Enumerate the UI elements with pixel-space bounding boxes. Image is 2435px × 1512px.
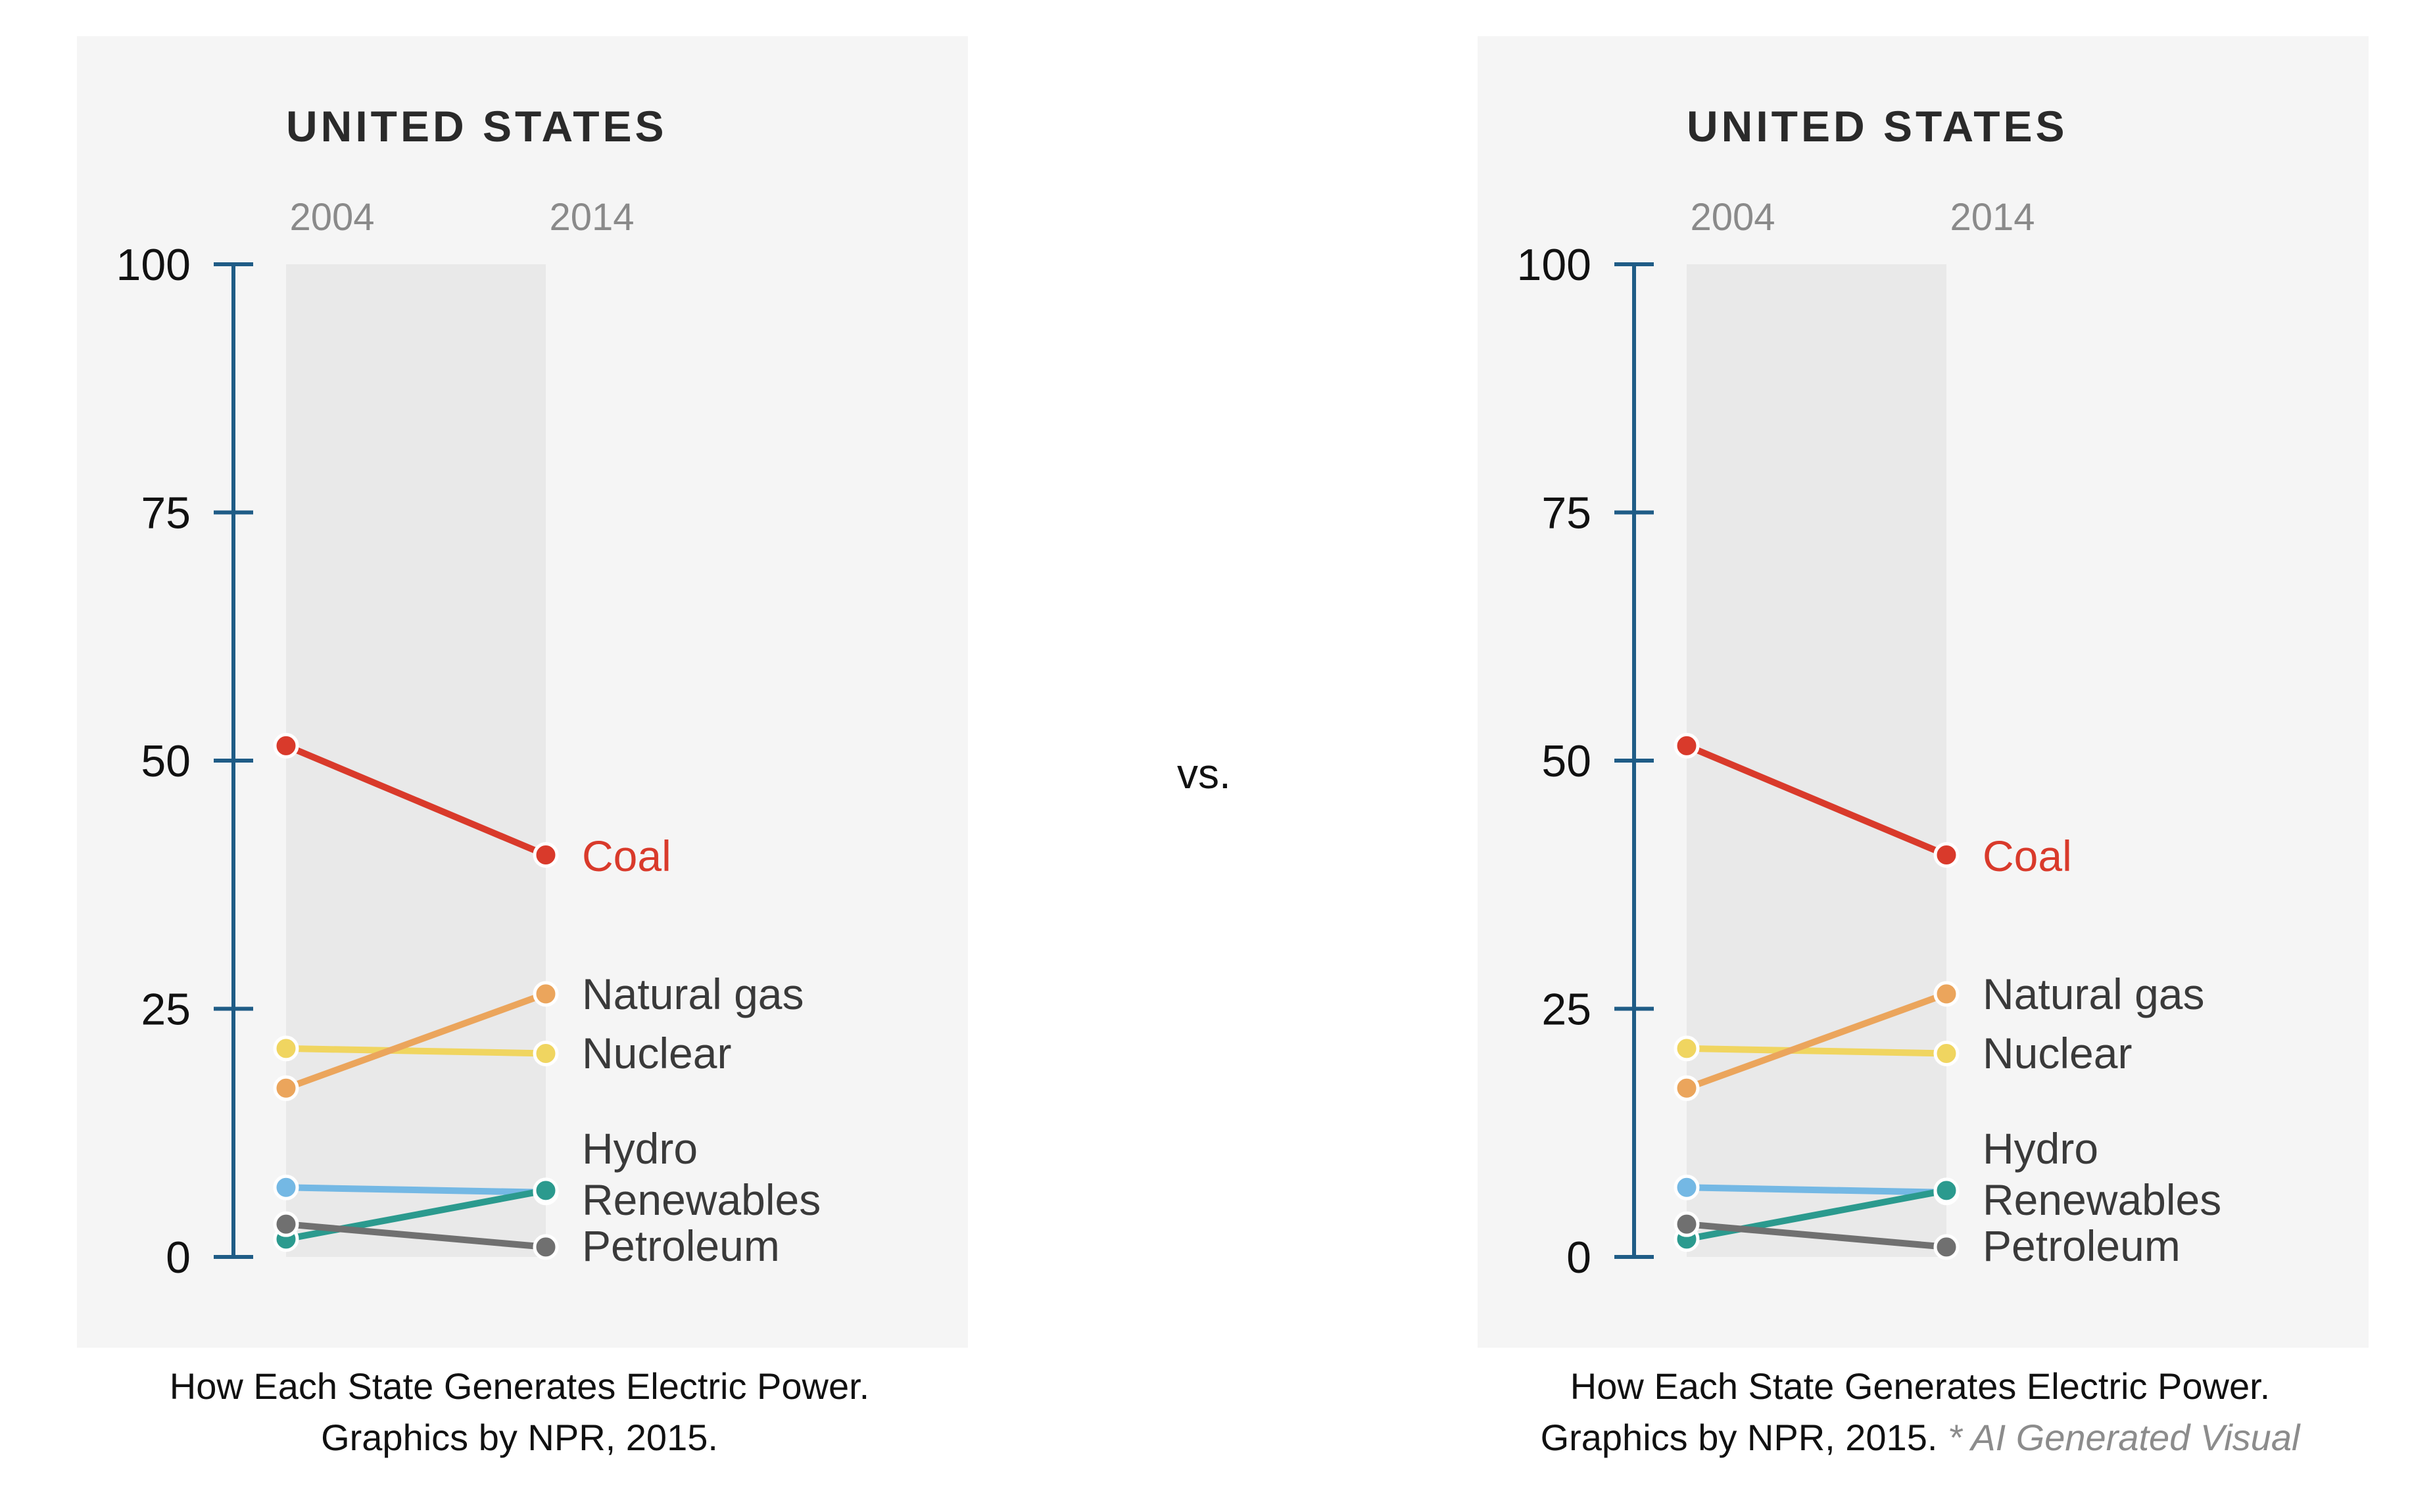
y-tick-label-75: 75 <box>1541 488 1591 538</box>
data-point-nuclear-2004 <box>1674 1035 1700 1062</box>
data-point-coal-2014 <box>1933 841 1960 868</box>
series-label-nuclear: Nuclear <box>1983 1029 2132 1077</box>
data-point-nuclear-2004 <box>273 1035 299 1062</box>
slope-chart-original: UNITED STATES 2004 2014 0 25 50 75 100 Coal Natur… <box>77 36 968 1348</box>
vs-separator: vs. <box>1177 750 1231 797</box>
caption-line-2: Graphics by NPR, 2015. <box>321 1417 718 1458</box>
series-label-coal: Coal <box>1983 832 2072 880</box>
series-label-natural-gas: Natural gas <box>582 970 804 1018</box>
y-tick-label-0: 0 <box>1566 1233 1591 1283</box>
data-point-renewables-2014 <box>533 1177 559 1204</box>
series-line-natural-gas <box>1683 990 1950 1092</box>
data-point-natural-gas-2004 <box>1674 1075 1700 1101</box>
series-label-renewables: Renewables <box>582 1175 821 1224</box>
year-label-2004: 2004 <box>1690 196 1775 239</box>
data-point-renewables-2014 <box>1933 1177 1960 1204</box>
y-tick-label-50: 50 <box>141 736 191 786</box>
data-point-coal-2004 <box>1674 732 1700 759</box>
series-line-petroleum <box>1683 1221 1950 1250</box>
y-tick-label-100: 100 <box>116 240 191 290</box>
y-tick-label-75: 75 <box>141 488 191 538</box>
year-label-2014: 2014 <box>549 196 634 239</box>
series-label-renewables: Renewables <box>1983 1175 2221 1224</box>
chart-panel-left: UNITED STATES 2004 2014 0 25 50 75 100 Coal Natur… <box>0 0 1092 1512</box>
chart-title: UNITED STATES <box>1687 102 2068 151</box>
series-label-hydro: Hydro <box>1983 1124 2098 1173</box>
series-label-petroleum: Petroleum <box>1983 1221 2181 1270</box>
series-line-petroleum <box>283 1221 549 1250</box>
caption-line-2-text: Graphics by NPR, 2015. <box>1540 1417 1938 1458</box>
data-point-petroleum-2014 <box>1933 1234 1960 1260</box>
data-point-natural-gas-2014 <box>1933 981 1960 1007</box>
chart-panel-right: UNITED STATES 2004 2014 0 25 50 75 100 Coal Natur… <box>1401 0 2435 1512</box>
series-line-coal <box>283 742 549 859</box>
data-point-petroleum-2004 <box>273 1211 299 1237</box>
data-point-natural-gas-2014 <box>533 981 559 1007</box>
year-label-2014: 2014 <box>1950 196 2035 239</box>
caption-ai-generated: How Each State Generates Electric Power.… <box>1401 1361 2435 1463</box>
series-line-nuclear <box>283 1045 549 1057</box>
y-tick-label-25: 25 <box>141 985 191 1035</box>
data-point-nuclear-2014 <box>533 1040 559 1066</box>
y-tick-label-25: 25 <box>1541 985 1591 1035</box>
ai-generated-note: * AI Generated Visual <box>1947 1417 2300 1458</box>
series-label-coal: Coal <box>582 832 671 880</box>
series-line-nuclear <box>1683 1045 1950 1057</box>
year-label-2004: 2004 <box>289 196 374 239</box>
slope-chart-ai-generated: UNITED STATES 2004 2014 0 25 50 75 100 Coal Natur… <box>1478 36 2369 1348</box>
series-line-hydro <box>283 1184 549 1196</box>
data-point-petroleum-2014 <box>533 1234 559 1260</box>
series-label-nuclear: Nuclear <box>582 1029 731 1077</box>
data-point-natural-gas-2004 <box>273 1075 299 1101</box>
data-point-coal-2004 <box>273 732 299 759</box>
data-point-hydro-2004 <box>1674 1174 1700 1200</box>
caption-line-1: How Each State Generates Electric Power. <box>169 1365 870 1407</box>
caption-line-1: How Each State Generates Electric Power. <box>1570 1365 2271 1407</box>
y-tick-label-0: 0 <box>166 1233 191 1283</box>
data-point-petroleum-2004 <box>1674 1211 1700 1237</box>
y-tick-label-100: 100 <box>1517 240 1591 290</box>
y-tick-label-50: 50 <box>1541 736 1591 786</box>
caption-line-2: Graphics by NPR, 2015. * AI Generated Vi… <box>1401 1412 2435 1463</box>
series-label-hydro: Hydro <box>582 1124 698 1173</box>
series-line-coal <box>1683 742 1950 859</box>
series-label-natural-gas: Natural gas <box>1983 970 2205 1018</box>
caption-original: How Each State Generates Electric Power.… <box>0 1361 1039 1463</box>
data-point-coal-2014 <box>533 841 559 868</box>
series-line-natural-gas <box>283 990 549 1092</box>
chart-title: UNITED STATES <box>286 102 667 151</box>
data-point-nuclear-2014 <box>1933 1040 1960 1066</box>
data-point-hydro-2004 <box>273 1174 299 1200</box>
series-label-petroleum: Petroleum <box>582 1221 780 1270</box>
series-line-hydro <box>1683 1184 1950 1196</box>
